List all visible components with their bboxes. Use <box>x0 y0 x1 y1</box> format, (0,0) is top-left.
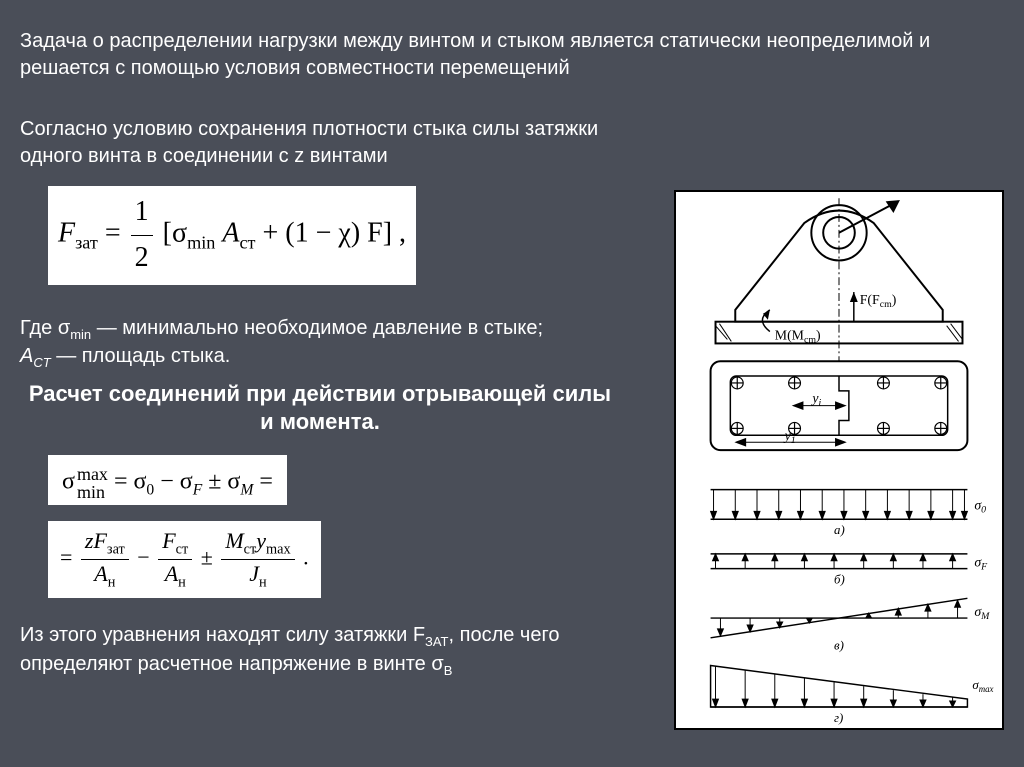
svg-text:г): г) <box>834 711 843 725</box>
f3-t3ns: ст <box>244 541 257 557</box>
f2-eq2: = <box>259 468 273 494</box>
f2-pm: ± σ <box>208 468 240 494</box>
svg-text:σM: σM <box>974 604 990 622</box>
f2-sM: M <box>240 481 253 498</box>
f3-t2ds: н <box>178 574 186 590</box>
f2-sF: F <box>193 481 203 498</box>
f3-t3ns2: max <box>266 541 291 557</box>
f3-t1d: A <box>94 561 107 586</box>
where1-post: — минимально необходимое давление в стык… <box>91 317 543 339</box>
f2-minus: − σ <box>160 468 192 494</box>
f2-maxmin: maxmin <box>77 465 108 501</box>
f3-t2d: A <box>165 561 178 586</box>
where2-sub: CT <box>33 355 50 370</box>
where2-post: — площадь стыка. <box>51 345 231 367</box>
where1-sub: min <box>70 327 91 342</box>
f3-t1ns: зат <box>107 541 125 557</box>
where-block: Где σmin — минимально необходимое давлен… <box>20 315 620 372</box>
formula-1: Fзат = 1 2 [σmin Aст + (1 − χ) F] , <box>48 186 416 285</box>
f3-t2ns: ст <box>176 541 189 557</box>
f1-bracket: [σ <box>163 218 187 249</box>
svg-text:F(Fcm): F(Fcm) <box>860 292 897 310</box>
f3-t1n: zF <box>85 528 107 553</box>
svg-text:б): б) <box>834 572 845 586</box>
f2-s0: 0 <box>146 481 154 498</box>
f1-frac: 1 2 <box>131 190 153 281</box>
f3-t1ds: н <box>108 574 116 590</box>
conc-sub2: В <box>444 663 453 678</box>
svg-text:а): а) <box>834 523 845 537</box>
where1-pre: Где σ <box>20 317 70 339</box>
svg-text:σF: σF <box>974 555 988 573</box>
f1-min: min <box>187 232 215 252</box>
f2-sigma: σ <box>62 468 75 494</box>
f3-t3n: M <box>225 528 243 553</box>
f3-t3d: J <box>249 561 259 586</box>
f2-max: max <box>77 465 108 483</box>
f3-dot: . <box>303 545 309 570</box>
f3-pm: ± <box>201 545 219 570</box>
intro-paragraph: Задача о распределении нагрузки между ви… <box>20 28 1000 82</box>
f2-eq: = σ <box>114 468 146 494</box>
where2-pre: A <box>20 345 33 367</box>
svg-text:σmax: σmax <box>972 678 993 694</box>
formula-2: σmaxmin = σ0 − σF ± σM = <box>48 455 287 505</box>
f1-lhs-sub: зат <box>75 232 98 252</box>
f3-t2: Fст Aн <box>158 527 192 592</box>
f1-rest: + (1 − χ) F] , <box>263 218 407 249</box>
conc-a: Из этого уравнения находят силу затяжки … <box>20 624 425 646</box>
f3-minus: − <box>137 545 155 570</box>
f1-den: 2 <box>131 236 153 281</box>
formula-3: = zFзат Aн − Fст Aн ± Mстymax Jн . <box>48 521 321 598</box>
conc-sub: ЗАТ <box>425 634 448 649</box>
f3-t3: Mстymax Jн <box>221 527 294 592</box>
f2-min: min <box>77 483 108 501</box>
condition-paragraph: Согласно условию сохранения плотности ст… <box>20 116 640 170</box>
f3-t3ds: н <box>259 574 267 590</box>
f1-lhs: F <box>58 218 75 249</box>
f1-num: 1 <box>131 190 153 236</box>
f1-ast: ст <box>239 232 255 252</box>
technical-figure: F(Fcm) M(Mcm) yi y1 <box>674 190 1004 730</box>
f1-A: A <box>222 218 239 249</box>
svg-text:y1: y1 <box>783 428 796 446</box>
f3-eq: = <box>60 545 78 570</box>
section-heading: Расчет соединений при действии отрывающе… <box>20 380 620 437</box>
f3-t1: zFзат Aн <box>81 527 129 592</box>
svg-text:σ0: σ0 <box>974 497 986 515</box>
f3-t3nb: y <box>256 528 266 553</box>
svg-text:в): в) <box>834 639 844 653</box>
conclusion: Из этого уравнения находят силу затяжки … <box>20 622 620 679</box>
f3-t2n: F <box>162 528 175 553</box>
